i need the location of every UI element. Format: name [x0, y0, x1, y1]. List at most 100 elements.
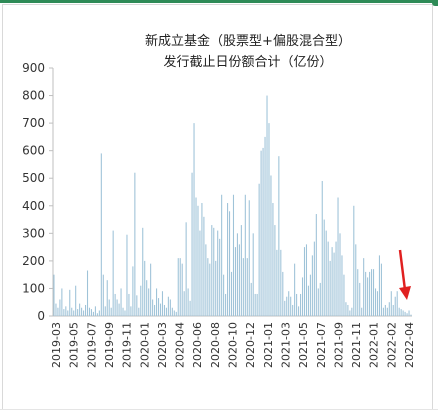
footer-divider [0, 409, 438, 410]
bar [173, 310, 175, 316]
bar [120, 288, 122, 316]
bar [256, 293, 258, 316]
bar [207, 258, 209, 316]
bar [296, 293, 298, 316]
bar [179, 258, 181, 316]
bar [331, 247, 333, 316]
bar [116, 299, 118, 316]
bar [136, 295, 138, 316]
bar [286, 296, 288, 316]
bar [209, 263, 211, 316]
bar [53, 274, 55, 316]
bar [88, 307, 91, 316]
bar [128, 293, 130, 316]
bar [260, 150, 262, 316]
x-tick-label: 2021-09 [332, 322, 345, 368]
bar [185, 222, 187, 316]
x-tick-label: 2020-12 [244, 322, 257, 368]
annotation-group [398, 249, 411, 300]
y-ticks-group: 0 100 200 300 400 500 600 700 800 900 [22, 61, 53, 323]
bar [238, 244, 240, 316]
bar [410, 314, 412, 316]
bar [132, 266, 134, 316]
bar [396, 291, 398, 316]
bar [191, 172, 193, 316]
bar [311, 255, 313, 316]
bar [300, 293, 302, 316]
bar [315, 214, 317, 316]
bar [351, 307, 353, 316]
bar [156, 288, 158, 316]
y-tick-label: 700 [22, 116, 45, 130]
bar [152, 299, 154, 316]
bar [372, 269, 375, 316]
bar [203, 216, 205, 316]
bar [327, 241, 329, 316]
bar [169, 299, 171, 316]
bar [201, 203, 203, 316]
bar [371, 269, 373, 316]
bar [294, 263, 296, 316]
bar [394, 296, 396, 316]
bar [144, 260, 146, 316]
bar [167, 296, 169, 316]
bar [374, 288, 377, 316]
x-tick-label: 2019-05 [68, 322, 81, 368]
x-tick-label: 2020-10 [227, 322, 240, 368]
bar [146, 280, 148, 316]
y-tick-label: 100 [22, 281, 45, 295]
bar [106, 280, 108, 316]
y-tick-label: 900 [22, 61, 45, 75]
bar [148, 288, 150, 316]
bar [343, 274, 345, 316]
bar [321, 180, 323, 316]
x-tick-label: 2021-01 [262, 322, 275, 368]
bar [112, 230, 114, 316]
bar [195, 197, 197, 316]
bar [199, 230, 201, 316]
bar [138, 307, 140, 316]
bar [229, 211, 231, 316]
bar [244, 194, 246, 316]
bar [341, 255, 343, 316]
bar [262, 147, 264, 316]
bar [183, 291, 185, 316]
bar [274, 225, 276, 316]
y-tick-label: 500 [22, 171, 45, 185]
bar [221, 194, 223, 316]
bar [272, 203, 274, 316]
bar [61, 288, 63, 316]
chart-subtitle: 发行截止日份额合计（亿份） [163, 54, 332, 70]
bar [177, 258, 179, 316]
bar [140, 285, 142, 316]
bar [98, 310, 100, 316]
bar [329, 260, 331, 316]
bar [75, 285, 77, 316]
bar [347, 304, 349, 316]
bar [406, 313, 408, 316]
bar [339, 233, 341, 316]
bar [400, 309, 402, 316]
corner-accent [432, 0, 438, 6]
bar [157, 298, 160, 316]
bar [288, 291, 290, 316]
x-tick-label: 2021-07 [315, 322, 328, 368]
bar [73, 310, 75, 316]
bar [365, 271, 367, 316]
bar [171, 307, 173, 316]
x-tick-label: 2020-01 [138, 322, 151, 368]
bar [268, 123, 270, 316]
bar [150, 263, 152, 316]
y-tick-label: 300 [22, 226, 45, 240]
x-tick-label: 2022-02 [385, 322, 398, 368]
bar [319, 282, 321, 316]
bar [282, 271, 284, 316]
bar [163, 304, 165, 316]
bar [404, 311, 406, 316]
bar [376, 291, 379, 316]
bar [349, 310, 351, 316]
x-tick-label: 2020-06 [191, 322, 204, 368]
chart-frame [2, 4, 433, 410]
bar [134, 172, 136, 316]
